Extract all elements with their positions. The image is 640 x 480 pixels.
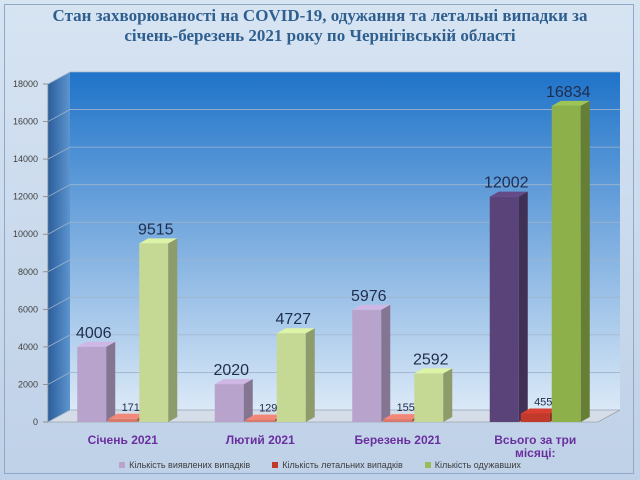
data-label: 4727 xyxy=(275,311,311,328)
x-tick-label: Березень 2021 xyxy=(355,433,442,447)
data-label: 171 xyxy=(122,402,140,414)
bar-side xyxy=(243,379,253,422)
chart-title: Стан захворюваності на COVID-19, одужанн… xyxy=(0,6,640,46)
y-tick-label: 16000 xyxy=(13,117,38,127)
bar-top xyxy=(414,368,453,374)
bar-side xyxy=(580,100,590,422)
legend-swatch-detected xyxy=(119,462,126,468)
gridline xyxy=(47,184,620,198)
legend-label-recovered: Кількість одужавших xyxy=(434,460,521,470)
data-label: 155 xyxy=(397,402,415,414)
data-label: 2020 xyxy=(213,362,249,379)
gridline xyxy=(47,146,620,160)
legend-label-detected: Кількість виявлених випадків xyxy=(129,460,251,470)
data-label: 4006 xyxy=(76,325,112,342)
bar-top xyxy=(77,341,116,347)
bar-top xyxy=(551,100,590,106)
bar-top xyxy=(352,304,391,310)
bar-side xyxy=(381,304,391,422)
bar-top xyxy=(520,408,559,414)
gridline xyxy=(47,71,620,85)
data-label: 16834 xyxy=(546,84,591,101)
y-tick-label: 4000 xyxy=(18,342,38,352)
bar xyxy=(352,309,382,422)
data-label: 5976 xyxy=(351,288,387,305)
bar xyxy=(276,333,306,422)
legend-item-detected: Кількість виявлених випадків xyxy=(119,460,250,470)
bar-side xyxy=(443,368,453,422)
bar-side xyxy=(518,191,528,422)
bar-top xyxy=(108,413,147,419)
bar xyxy=(551,105,581,422)
chart-legend: Кількість виявлених випадків Кількість л… xyxy=(0,460,640,470)
bar xyxy=(139,243,169,422)
legend-swatch-recovered xyxy=(424,462,431,468)
bar xyxy=(245,419,275,422)
bar xyxy=(214,384,244,422)
y-tick-label: 12000 xyxy=(13,192,38,202)
legend-item-deaths: Кількість летальних випадків xyxy=(272,460,403,470)
gridline xyxy=(47,109,620,122)
y-tick-label: 10000 xyxy=(13,229,38,239)
y-tick-label: 0 xyxy=(33,417,38,427)
data-label: 2592 xyxy=(413,351,449,368)
bar-side xyxy=(305,328,315,422)
bar xyxy=(489,196,519,422)
bar xyxy=(108,418,138,422)
legend-label-deaths: Кількість летальних випадків xyxy=(282,460,403,470)
x-tick-label: Всього за три xyxy=(494,433,576,447)
bar-top xyxy=(383,414,422,420)
gridline xyxy=(47,334,620,348)
x-tick-label: Лютий 2021 xyxy=(226,433,295,447)
chart-title-line-1: Стан захворюваності на COVID-19, одужанн… xyxy=(52,6,588,25)
y-tick-label: 14000 xyxy=(13,154,38,164)
bar-top xyxy=(139,238,178,244)
y-tick-label: 8000 xyxy=(18,267,38,277)
bar xyxy=(414,373,444,422)
gridline xyxy=(47,296,620,310)
y-tick-label: 6000 xyxy=(18,304,38,314)
legend-item-recovered: Кількість одужавших xyxy=(424,460,521,470)
chart-title-line-2: січень-березень 2021 року по Чернігівськ… xyxy=(124,26,516,45)
bar xyxy=(383,419,413,422)
y-tick-label: 2000 xyxy=(18,379,38,389)
data-label: 455 xyxy=(534,396,552,408)
bar-top xyxy=(489,191,528,197)
gridline xyxy=(47,221,620,235)
x-tick-label: Січень 2021 xyxy=(88,433,159,447)
data-label: 129 xyxy=(259,403,277,415)
bar-top xyxy=(214,379,253,385)
bar xyxy=(520,413,550,422)
y-tick-label: 18000 xyxy=(13,79,38,89)
legend-swatch-deaths xyxy=(272,462,279,468)
x-tick-label: місяці: xyxy=(515,446,556,460)
side-wall xyxy=(48,72,70,422)
data-label: 12002 xyxy=(484,175,529,192)
bar-side xyxy=(106,341,116,422)
bar-side xyxy=(168,238,178,422)
data-label: 9515 xyxy=(138,221,174,238)
bar-top xyxy=(245,414,284,420)
gridline xyxy=(47,259,620,273)
chart-frame xyxy=(4,4,634,474)
bar-top xyxy=(276,328,315,334)
bar xyxy=(77,346,107,422)
